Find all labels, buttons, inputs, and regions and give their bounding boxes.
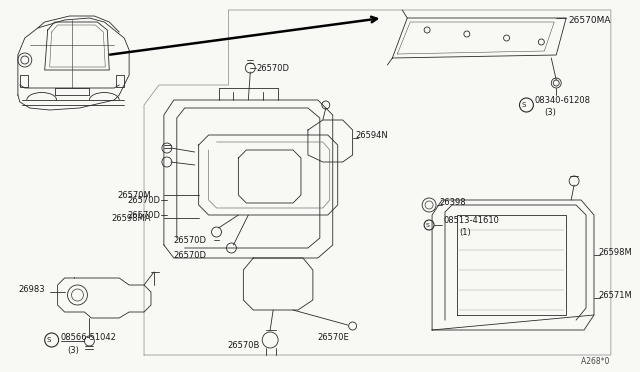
Text: 26570B: 26570B — [227, 340, 260, 350]
Text: 26598MA: 26598MA — [111, 214, 151, 222]
Circle shape — [45, 333, 59, 347]
Text: 26398: 26398 — [439, 198, 466, 206]
Text: S: S — [47, 337, 51, 343]
Text: 26570D: 26570D — [174, 251, 207, 260]
Text: 26594N: 26594N — [356, 131, 388, 140]
Text: A268*0: A268*0 — [581, 357, 614, 366]
Bar — [20, 75, 28, 87]
Text: 08513-41610: 08513-41610 — [444, 215, 500, 224]
Text: 26570MA: 26570MA — [568, 16, 611, 25]
Text: (1): (1) — [459, 228, 470, 237]
Text: 08566-51042: 08566-51042 — [61, 333, 116, 341]
Text: 26598M: 26598M — [598, 247, 632, 257]
Text: 26570D: 26570D — [174, 235, 207, 244]
Bar — [116, 75, 124, 87]
Text: 26571M: 26571M — [598, 291, 632, 299]
Text: 26983: 26983 — [18, 285, 45, 295]
Text: 26570D: 26570D — [127, 196, 160, 205]
Text: 26570M: 26570M — [117, 190, 151, 199]
Text: (3): (3) — [68, 346, 79, 355]
Text: 08340-61208: 08340-61208 — [534, 96, 590, 105]
Text: 26570D: 26570D — [127, 211, 160, 219]
Text: S: S — [425, 222, 429, 228]
Text: (3): (3) — [544, 108, 556, 116]
Text: 26570D: 26570D — [256, 64, 289, 73]
Circle shape — [424, 220, 434, 230]
Text: S: S — [521, 102, 525, 108]
Text: 26570E: 26570E — [318, 334, 349, 343]
Circle shape — [520, 98, 533, 112]
